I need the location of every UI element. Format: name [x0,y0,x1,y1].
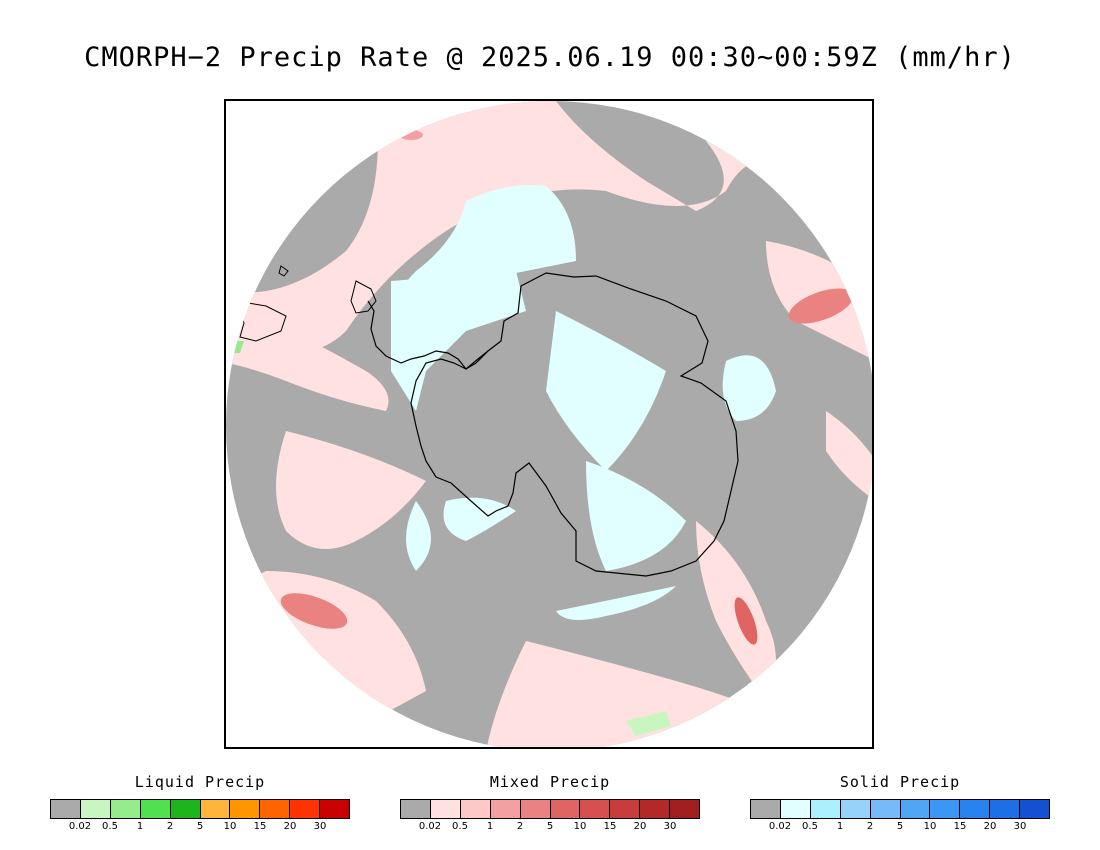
legend-swatch [170,800,201,818]
legend-tick-label: 5 [196,821,204,832]
island-outline-small [278,265,289,277]
solid-precip-region-ross-sea [443,497,516,541]
antarctic-peninsula-coastline [367,300,489,370]
legend-tick-label: 2 [166,821,174,832]
legend-tick-label: 1 [136,821,144,832]
legend-swatch [51,800,81,818]
legend-swatch [990,800,1021,818]
legend-swatch [810,800,841,818]
legend-swatch [1020,800,1050,818]
solid-precip-band-south [556,586,676,620]
legend-tick-label: 20 [283,821,297,832]
liquid-precip-patch-south [626,711,671,736]
legend-swatch [401,800,431,818]
solid-precip-region-coastal-west [406,501,431,571]
legend-swatch [430,800,461,818]
legend-swatch [550,800,581,818]
legend-swatch [490,800,521,818]
legend-tick-label: 0.5 [802,821,818,832]
legend-tick-label: 1 [836,821,844,832]
legend-swatch [580,800,611,818]
legend-tick-label: 0.02 [68,821,92,832]
mixed-precip-region-southwest [276,431,426,549]
mixed-precip-patch-east [826,411,872,501]
legend-colorbar [400,799,700,819]
legend-swatch [780,800,811,818]
legend-solid-precip: Solid Precip 0.02 0.5 1 2 5 10 15 20 30 [750,772,1050,835]
legend-tick-labels: 0.02 0.5 1 2 5 10 15 20 30 [50,821,350,835]
precip-field [226,101,872,747]
legend-liquid-precip: Liquid Precip 0.02 0.5 1 2 5 10 15 20 30 [50,772,350,835]
legend-tick-label: 30 [313,821,327,832]
legend-tick-label: 0.02 [768,821,792,832]
legend-tick-label: 15 [603,821,617,832]
legend-swatch [960,800,991,818]
mixed-precip-band-west [226,301,389,411]
legend-tick-labels: 0.02 0.5 1 2 5 10 15 20 30 [400,821,700,835]
legend-swatch [460,800,491,818]
solid-precip-region-interior [586,461,686,571]
legend-swatch [290,800,321,818]
legend-colorbar [750,799,1050,819]
legend-swatch [520,800,551,818]
legend-swatch [900,800,931,818]
legend-swatch [320,800,350,818]
map-panel [224,99,874,749]
mixed-precip-cell-east [788,288,854,324]
legend-tick-label: 10 [573,821,587,832]
legend-tick-label: 20 [633,821,647,832]
legend-tick-label: 15 [953,821,967,832]
legend-swatch [200,800,231,818]
legend-tick-labels: 0.02 0.5 1 2 5 10 15 20 30 [750,821,1050,835]
legend-tick-label: 0.02 [418,821,442,832]
polar-map [226,101,872,747]
legend-tick-label: 20 [983,821,997,832]
legend-title: Liquid Precip [134,773,266,791]
solid-precip-region-east-antarctica [546,311,666,471]
island-outline [350,280,377,314]
legend-swatch [751,800,781,818]
mixed-precip-cell-southwest [280,593,348,629]
mixed-precip-region-north [226,101,872,361]
legend-tick-label: 5 [546,821,554,832]
legend-title: Mixed Precip [489,773,611,791]
map-title: CMORPH−2 Precip Rate @ 2025.06.19 00:30~… [84,42,1016,73]
legend-swatch [670,800,700,818]
antarctica-coastline [410,272,739,577]
solid-precip-region-east-coast [722,355,776,421]
legend-swatch [870,800,901,818]
legend-swatch [140,800,171,818]
legend-swatch [260,800,291,818]
legend-swatch [840,800,871,818]
legend-tick-label: 10 [223,821,237,832]
legend-swatch [930,800,961,818]
legend-swatch [80,800,111,818]
mixed-precip-cell-north [399,130,423,140]
legend-mixed-precip: Mixed Precip 0.02 0.5 1 2 5 10 15 20 30 [400,772,700,835]
legend-title: Solid Precip [839,773,961,791]
legend-tick-label: 0.5 [452,821,468,832]
south-america-tip-outline [235,300,287,342]
legend-tick-label: 10 [923,821,937,832]
legend-swatch [110,800,141,818]
legend-tick-label: 2 [866,821,874,832]
solid-precip-region-peninsula [391,271,526,411]
legend-tick-label: 15 [253,821,267,832]
legend-tick-label: 2 [516,821,524,832]
legend-colorbar [50,799,350,819]
legend-tick-label: 30 [1013,821,1027,832]
legend-tick-label: 1 [486,821,494,832]
legend-tick-label: 0.5 [102,821,118,832]
legend-swatch [610,800,641,818]
legend-swatch [230,800,261,818]
legend-tick-label: 5 [896,821,904,832]
legend-tick-label: 30 [663,821,677,832]
legend-swatch [640,800,671,818]
mixed-precip-cell-southeast [734,597,758,645]
